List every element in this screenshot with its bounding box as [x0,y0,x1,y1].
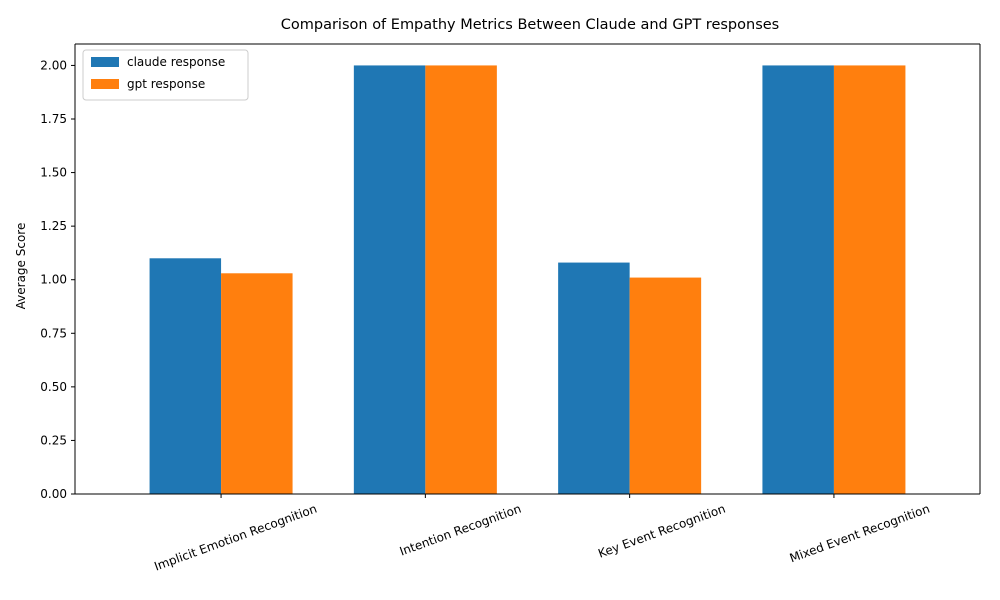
y-tick-label: 1.75 [40,112,67,126]
y-axis-label: Average Score [14,223,28,310]
bar-gpt-response-2 [629,277,702,494]
bar-gpt-response-3 [833,65,906,495]
y-tick-label: 2.00 [40,58,67,72]
legend: claude response gpt response [82,49,249,101]
legend-swatch-gpt-response [91,79,119,89]
y-axis: 0.00 0.25 0.50 0.75 1.00 1.25 1.50 1.75 2.00 [40,44,981,501]
y-tick-label: 0.50 [40,380,67,394]
chart-title: Comparison of Empathy Metrics Between Cl… [281,17,779,33]
x-tick-label: Mixed Event Recognition [788,502,932,566]
y-tick-label: 0.25 [40,433,67,447]
x-tick-label: Implicit Emotion Recognition [152,502,318,574]
bar-claude-response-3 [762,65,834,495]
y-tick-label: 0.75 [40,326,67,340]
y-tick-label: 0.00 [40,487,67,501]
y-tick-label: 1.25 [40,219,67,233]
bars-group [149,65,906,495]
bar-claude-response-2 [558,262,630,494]
bar-claude-response-1 [353,65,426,495]
bar-gpt-response-0 [221,273,293,494]
y-tick-label: 1.50 [40,166,67,180]
bar-gpt-response-1 [425,65,497,495]
x-tick-label: Key Event Recognition [596,502,727,561]
legend-label-gpt-response: gpt response [127,77,205,91]
bar-claude-response-0 [149,258,222,494]
legend-swatch-claude-response [91,57,119,67]
y-tick-label: 1.00 [40,273,67,287]
legend-frame [82,49,249,101]
x-tick-label: Intention Recognition [398,502,523,559]
legend-label-claude-response: claude response [127,55,225,69]
